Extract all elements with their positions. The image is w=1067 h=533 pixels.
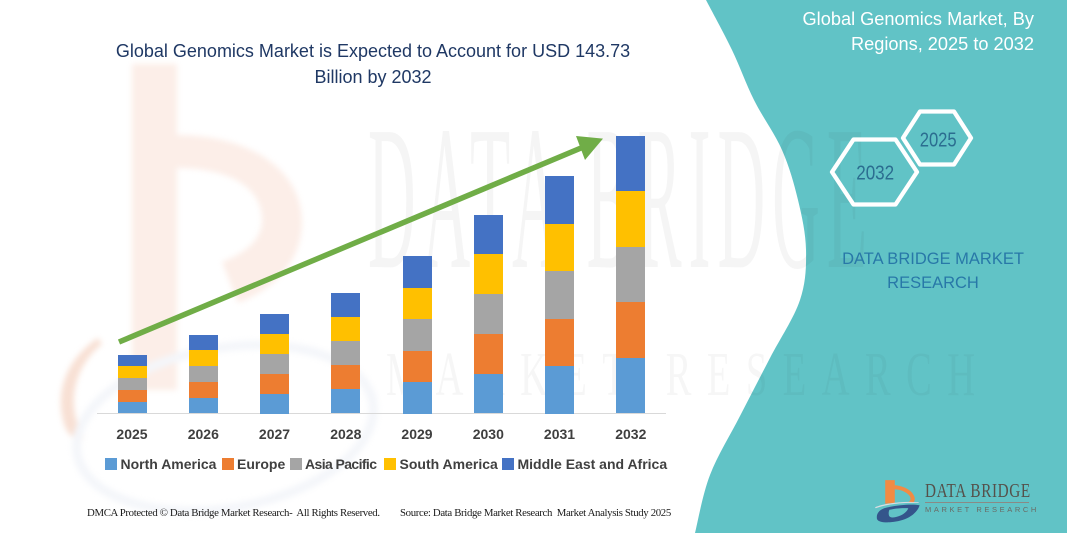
svg-text:2032: 2032 — [856, 162, 894, 184]
svg-text:2025: 2025 — [920, 130, 957, 152]
